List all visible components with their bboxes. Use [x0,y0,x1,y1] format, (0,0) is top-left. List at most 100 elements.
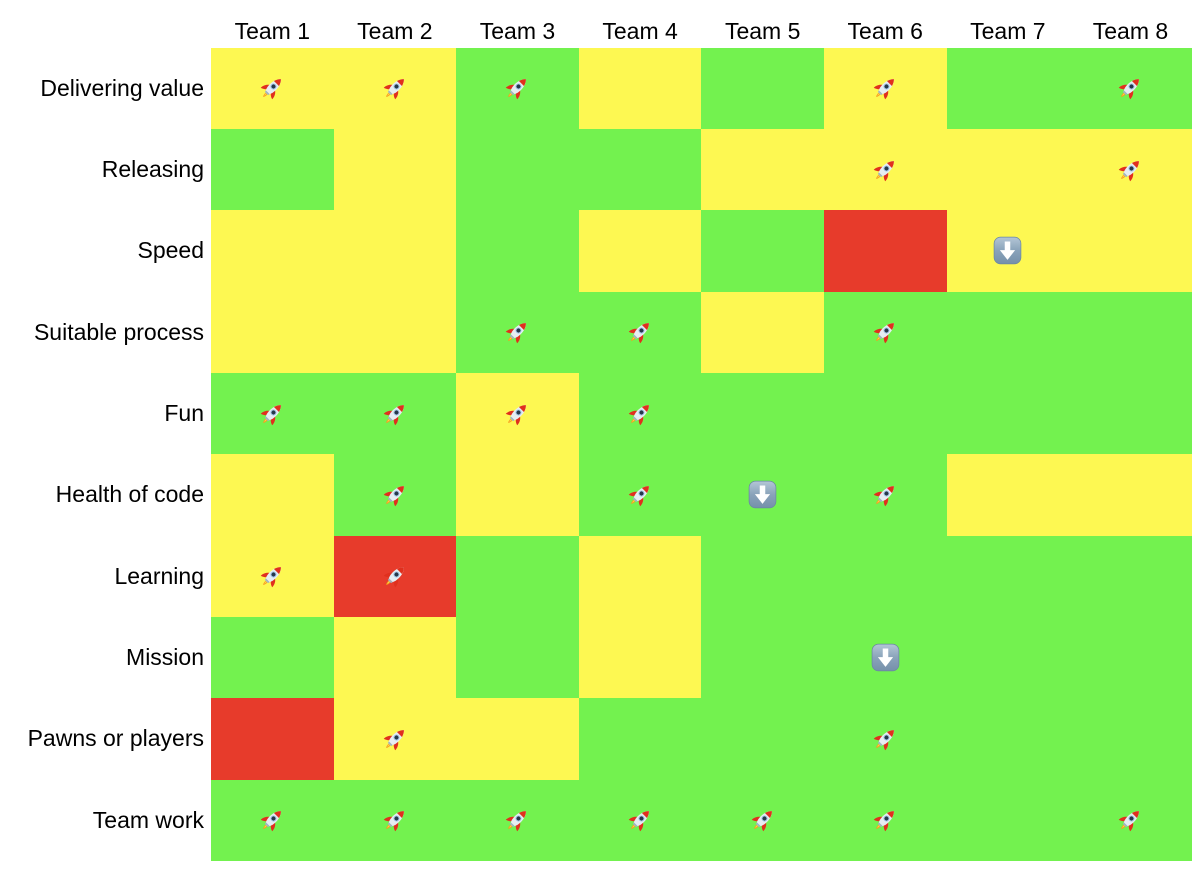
row-label: Health of code [0,454,211,536]
matrix-cell [1069,210,1192,292]
matrix-cell [333,616,457,699]
matrix-cell [701,128,824,211]
matrix-cell [211,210,334,292]
matrix-cell [1069,779,1192,861]
matrix-cell [333,291,457,373]
rocket-icon [261,404,282,425]
matrix-cell [333,372,457,455]
matrix-cell [701,372,824,455]
column-header: Team 7 [946,0,1070,48]
matrix-cell [333,698,457,780]
matrix-cell [701,535,824,617]
matrix-cell [946,698,1070,780]
column-header: Team 2 [333,0,457,48]
matrix-cell [578,779,702,861]
row-label: Pawns or players [0,698,211,780]
row-label: Fun [0,372,211,455]
matrix-cell [333,779,457,861]
rocket-icon [874,485,895,507]
matrix-cell [578,210,702,292]
matrix-cell [946,535,1070,617]
rocket-icon [506,79,527,100]
matrix-cell [946,128,1070,211]
row-label: Delivering value [0,47,211,129]
matrix-cell [211,698,334,780]
matrix-cell [1069,616,1192,699]
matrix-cell [456,372,579,455]
matrix-cell [823,616,947,699]
matrix-cell [701,616,824,699]
matrix-cell [456,47,579,129]
rocket-icon [1119,160,1140,181]
matrix-cell [823,454,947,536]
matrix-cell [946,616,1070,699]
row-label: Suitable process [0,291,211,373]
rocket-icon [383,811,404,832]
matrix-cell [1069,291,1192,373]
matrix-cell [456,535,579,617]
matrix-cell [333,128,457,211]
down-arrow-icon [871,643,900,672]
matrix-cell [211,535,334,617]
rocket-icon [261,567,282,588]
matrix-cell [211,779,334,861]
matrix-cell [456,779,579,861]
matrix-cell [823,47,947,129]
column-header: Team 5 [701,0,824,48]
rocket-icon [874,730,895,751]
column-header: Team 3 [456,0,579,48]
matrix-cell [456,616,579,699]
rocket-icon [874,323,895,344]
rocket-icon [383,404,404,425]
matrix-cell [823,698,947,780]
matrix-cell [946,779,1070,861]
matrix-cell [823,779,947,861]
matrix-cell [456,454,579,536]
matrix-cell [333,210,457,292]
matrix-cell [701,454,824,536]
matrix-cell [211,291,334,373]
matrix-cell [701,779,824,861]
rocket-icon [383,79,404,100]
matrix-cell [946,210,1070,292]
matrix-cell [578,128,702,211]
matrix-cell [1069,128,1192,211]
matrix-cell [1069,372,1192,455]
rocket-icon [874,79,895,100]
row-label: Speed [0,210,211,292]
rocket-icon [1119,79,1140,100]
matrix-cell [211,454,334,536]
matrix-cell [1069,454,1192,536]
rocket-icon [628,404,649,425]
matrix-cell [823,372,947,455]
matrix-cell [456,291,579,373]
matrix-cell [1069,47,1192,129]
matrix-cell [823,291,947,373]
column-header: Team 8 [1069,0,1192,48]
down-arrow-icon [994,237,1022,265]
matrix-cell [701,698,824,780]
rocket-icon [628,485,649,507]
rocket-icon [874,160,895,181]
matrix-cell [701,291,824,373]
matrix-cell [823,535,947,617]
matrix-cell [823,210,947,292]
matrix-cell [946,291,1070,373]
matrix-cell [456,210,579,292]
matrix-cell [333,535,457,617]
rocket-icon [506,811,527,832]
matrix-cell [1069,535,1192,617]
rocket-icon [261,79,282,100]
matrix-cell [578,454,702,536]
matrix-cell [701,210,824,292]
matrix-cell [211,616,334,699]
row-label: Mission [0,616,211,699]
rocket-icon [751,811,772,832]
row-label: Releasing [0,128,211,211]
matrix-cell [578,616,702,699]
matrix-cell [823,128,947,211]
rocket-icon [383,730,404,751]
matrix-cell [333,454,457,536]
